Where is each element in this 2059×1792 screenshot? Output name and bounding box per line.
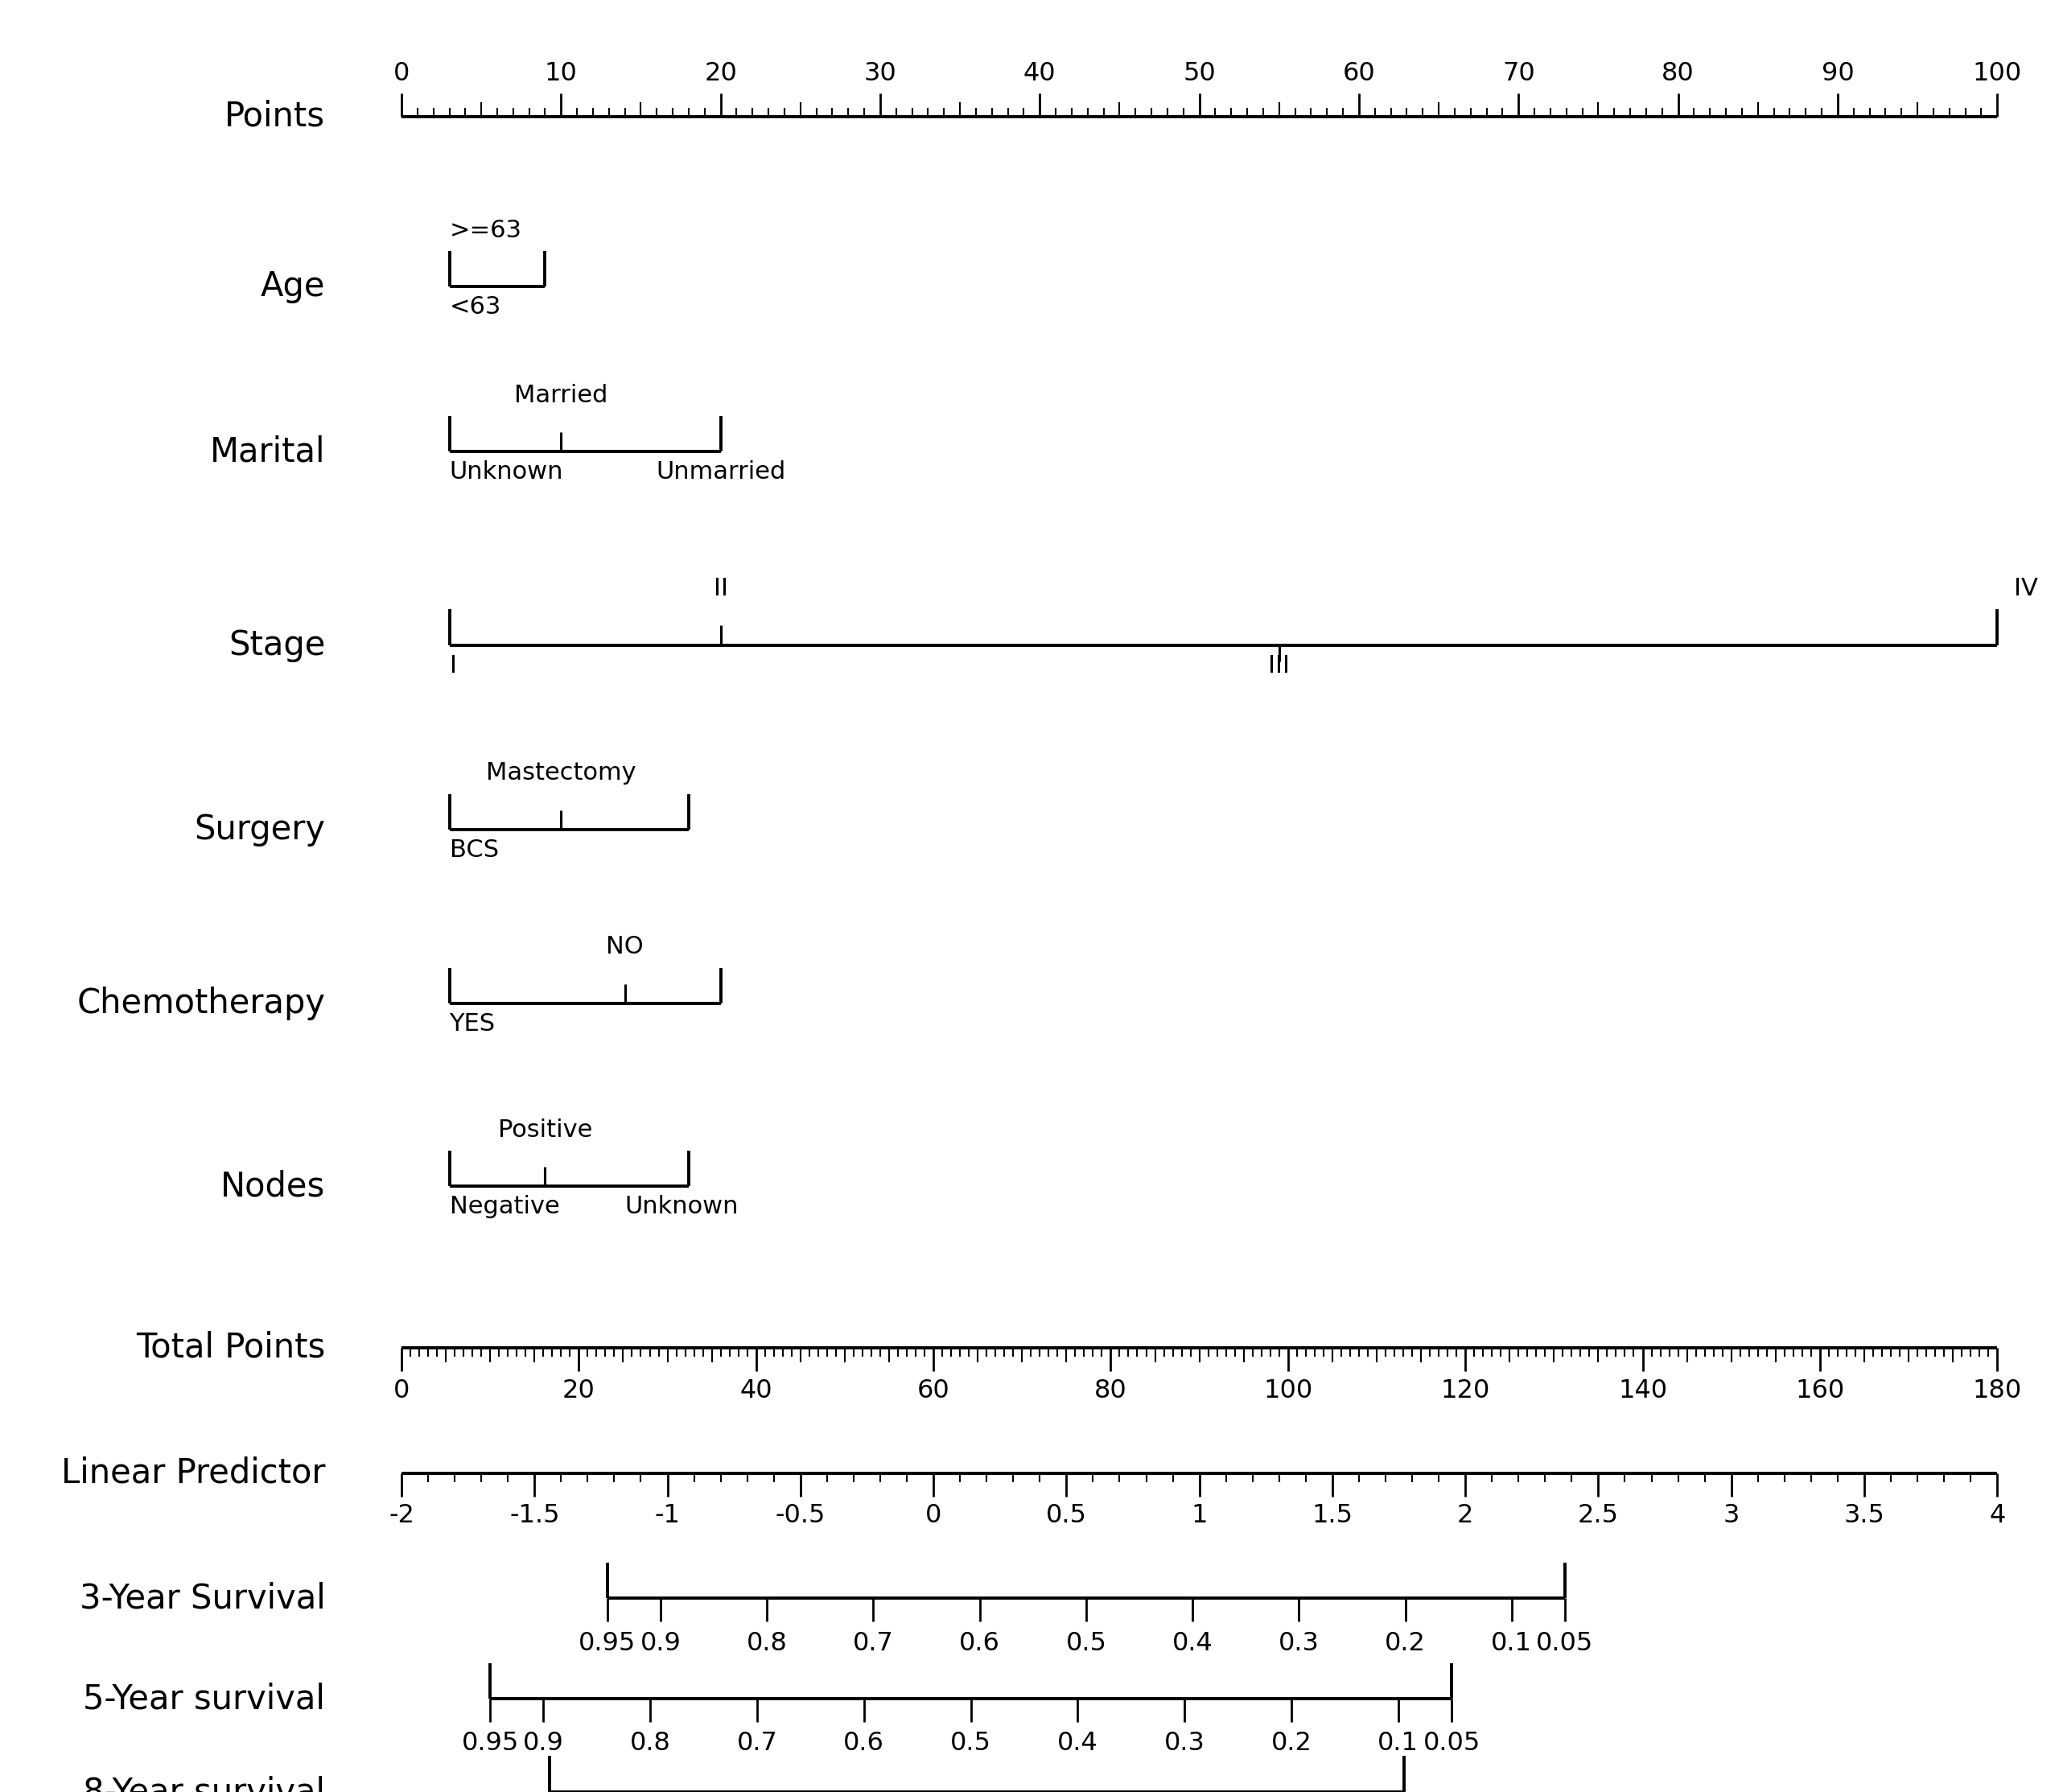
Text: 0: 0: [393, 1378, 410, 1403]
Text: 3.5: 3.5: [1843, 1503, 1884, 1529]
Text: Negative: Negative: [449, 1195, 560, 1219]
Text: II: II: [712, 577, 729, 600]
Text: -1.5: -1.5: [509, 1503, 560, 1529]
Text: 0.05: 0.05: [1423, 1731, 1480, 1756]
Text: -0.5: -0.5: [776, 1503, 826, 1529]
Text: 0.8: 0.8: [747, 1631, 787, 1656]
Text: 10: 10: [546, 61, 577, 86]
Text: <63: <63: [449, 296, 500, 319]
Text: YES: YES: [449, 1012, 496, 1036]
Text: 5-Year survival: 5-Year survival: [82, 1683, 325, 1715]
Text: IV: IV: [2014, 577, 2038, 600]
Text: 100: 100: [1973, 61, 2022, 86]
Text: Chemotherapy: Chemotherapy: [76, 987, 325, 1020]
Text: 0.9: 0.9: [640, 1631, 682, 1656]
Text: 160: 160: [1795, 1378, 1845, 1403]
Text: Total Points: Total Points: [136, 1331, 325, 1364]
Text: Nodes: Nodes: [220, 1170, 325, 1202]
Text: Married: Married: [515, 383, 607, 407]
Text: Marital: Marital: [210, 435, 325, 468]
Text: 0.4: 0.4: [1056, 1731, 1097, 1756]
Text: 4: 4: [1989, 1503, 2005, 1529]
Text: Linear Predictor: Linear Predictor: [62, 1457, 325, 1489]
Text: 0.7: 0.7: [737, 1731, 778, 1756]
Text: 3: 3: [1723, 1503, 1740, 1529]
Text: 0.8: 0.8: [630, 1731, 671, 1756]
Text: Points: Points: [224, 100, 325, 133]
Text: 0.05: 0.05: [1536, 1631, 1594, 1656]
Text: Unmarried: Unmarried: [655, 461, 787, 484]
Text: 0.1: 0.1: [1377, 1731, 1419, 1756]
Text: 2: 2: [1458, 1503, 1474, 1529]
Text: 0.5: 0.5: [951, 1731, 990, 1756]
Text: 0.9: 0.9: [523, 1731, 564, 1756]
Text: 120: 120: [1441, 1378, 1491, 1403]
Text: 20: 20: [704, 61, 737, 86]
Text: 3-Year Survival: 3-Year Survival: [80, 1582, 325, 1615]
Text: 0.3: 0.3: [1279, 1631, 1320, 1656]
Text: 20: 20: [562, 1378, 595, 1403]
Text: 1.5: 1.5: [1312, 1503, 1353, 1529]
Text: 0.6: 0.6: [959, 1631, 1001, 1656]
Text: 0.2: 0.2: [1386, 1631, 1425, 1656]
Text: 0.95: 0.95: [461, 1731, 519, 1756]
Text: 70: 70: [1503, 61, 1534, 86]
Text: 1: 1: [1190, 1503, 1209, 1529]
Text: 40: 40: [739, 1378, 772, 1403]
Text: Surgery: Surgery: [194, 814, 325, 846]
Text: 0.2: 0.2: [1270, 1731, 1312, 1756]
Text: BCS: BCS: [449, 839, 498, 862]
Text: 2.5: 2.5: [1577, 1503, 1618, 1529]
Text: 0.7: 0.7: [852, 1631, 894, 1656]
Text: Mastectomy: Mastectomy: [486, 762, 636, 785]
Text: 0.1: 0.1: [1491, 1631, 1532, 1656]
Text: 60: 60: [916, 1378, 949, 1403]
Text: Unknown: Unknown: [449, 461, 564, 484]
Text: 0.5: 0.5: [1067, 1631, 1106, 1656]
Text: 0.95: 0.95: [579, 1631, 636, 1656]
Text: 0.6: 0.6: [844, 1731, 885, 1756]
Text: >=63: >=63: [449, 219, 521, 242]
Text: 90: 90: [1822, 61, 1853, 86]
Text: Positive: Positive: [498, 1118, 593, 1142]
Text: 0.3: 0.3: [1163, 1731, 1205, 1756]
Text: 0.4: 0.4: [1172, 1631, 1213, 1656]
Text: 0: 0: [924, 1503, 941, 1529]
Text: 80: 80: [1662, 61, 1695, 86]
Text: 50: 50: [1184, 61, 1215, 86]
Text: III: III: [1268, 654, 1291, 677]
Text: 0: 0: [393, 61, 410, 86]
Text: 60: 60: [1342, 61, 1375, 86]
Text: -2: -2: [389, 1503, 414, 1529]
Text: 8-Year survival: 8-Year survival: [82, 1776, 325, 1792]
Text: 140: 140: [1618, 1378, 1668, 1403]
Text: Unknown: Unknown: [626, 1195, 739, 1219]
Text: 0.5: 0.5: [1046, 1503, 1087, 1529]
Text: 180: 180: [1973, 1378, 2022, 1403]
Text: I: I: [449, 654, 457, 677]
Text: NO: NO: [605, 935, 644, 959]
Text: Stage: Stage: [229, 629, 325, 661]
Text: 100: 100: [1264, 1378, 1314, 1403]
Text: Age: Age: [261, 271, 325, 303]
Text: 80: 80: [1093, 1378, 1126, 1403]
Text: 40: 40: [1023, 61, 1056, 86]
Text: 30: 30: [865, 61, 896, 86]
Text: -1: -1: [655, 1503, 679, 1529]
